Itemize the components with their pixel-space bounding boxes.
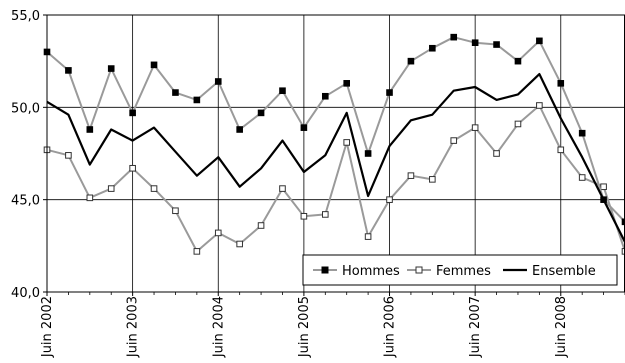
data-point-femmes [107, 185, 115, 192]
data-point-femmes [300, 212, 308, 220]
data-point-hommes [65, 67, 72, 74]
series-line-hommes [46, 36, 625, 223]
data-point-femmes [150, 185, 158, 192]
data-point-femmes [536, 102, 543, 109]
y-tick-label: 50,0 [11, 101, 40, 116]
data-point-hommes [557, 80, 565, 87]
x-axis-ticks: Juin 2002 Juin 2003 Juin 2004 Juin 2005 Juin… [40, 292, 625, 358]
data-point-femmes [279, 185, 286, 192]
legend-swatch-marker [415, 266, 423, 274]
data-point-femmes [386, 196, 393, 203]
data-point-hommes [257, 109, 265, 117]
x-tick-label: Juin 2007 [468, 296, 483, 358]
legend-box [302, 254, 618, 286]
series-line-ensemble [46, 72, 625, 243]
data-point-femmes [493, 150, 500, 157]
data-point-femmes [514, 120, 522, 128]
x-tick-label: Juin 2005 [297, 296, 312, 358]
data-point-hommes [471, 39, 479, 47]
data-point-hommes [129, 109, 136, 117]
data-point-hommes [429, 44, 436, 52]
data-point-femmes [600, 183, 607, 191]
data-point-femmes [86, 194, 94, 202]
data-point-hommes [321, 92, 329, 100]
x-tick-label: Juin 2004 [211, 296, 226, 358]
y-tick-label: 45,0 [11, 194, 40, 209]
data-point-hommes [514, 57, 522, 65]
data-point-hommes [621, 218, 625, 226]
data-point-hommes [279, 87, 286, 95]
data-point-hommes [364, 150, 372, 157]
data-point-hommes [536, 37, 543, 45]
data-point-hommes [343, 80, 351, 87]
y-tick-label: 55,0 [11, 9, 40, 24]
series-femmes [43, 102, 625, 255]
data-point-hommes [86, 126, 94, 133]
data-point-femmes [172, 207, 179, 215]
data-point-femmes [321, 211, 329, 218]
legend-label-hommes: Hommes [342, 264, 400, 279]
data-point-femmes [343, 139, 351, 146]
data-point-hommes [236, 126, 243, 133]
data-point-hommes [150, 61, 158, 69]
data-point-femmes [214, 229, 222, 237]
legend-label-femmes: Femmes [436, 264, 491, 279]
data-point-femmes [129, 164, 136, 172]
data-point-femmes [257, 222, 265, 229]
data-point-femmes [450, 137, 458, 144]
data-point-hommes [386, 89, 393, 96]
x-tick-label: Juin 2003 [126, 296, 141, 358]
series-hommes [43, 33, 625, 226]
data-point-hommes [407, 57, 415, 65]
data-point-femmes [364, 233, 372, 240]
data-point-femmes [471, 124, 479, 131]
series-ensemble [46, 72, 625, 243]
x-tick-label: Juin 2008 [554, 296, 569, 358]
data-point-femmes [429, 176, 436, 183]
x-tick-label: Juin 2002 [40, 296, 55, 358]
data-point-hommes [493, 41, 500, 48]
data-point-femmes [621, 248, 625, 255]
data-point-hommes [300, 124, 308, 131]
y-tick-label: 40,0 [11, 286, 40, 301]
y-axis-ticks: 40,0 45,0 50,0 55,0 [11, 9, 47, 301]
data-point-hommes [172, 89, 179, 96]
x-tick-label: Juin 2006 [383, 296, 398, 358]
plot-frame [46, 14, 625, 293]
data-point-hommes [193, 96, 201, 104]
data-point-hommes [107, 65, 115, 72]
series-line-femmes [46, 104, 625, 253]
series-layer [43, 33, 625, 255]
legend-swatch-marker [321, 266, 329, 274]
data-point-femmes [407, 172, 415, 179]
grid [46, 14, 625, 293]
data-point-hommes [214, 78, 222, 85]
data-point-femmes [193, 248, 201, 255]
legend: Hommes Femmes Ensemble [302, 254, 618, 286]
data-point-femmes [65, 152, 72, 159]
legend-label-ensemble: Ensemble [532, 264, 596, 279]
data-point-femmes [578, 174, 586, 181]
data-point-hommes [450, 33, 458, 41]
data-point-femmes [236, 240, 243, 248]
data-point-femmes [557, 146, 565, 154]
data-point-hommes [578, 129, 586, 137]
